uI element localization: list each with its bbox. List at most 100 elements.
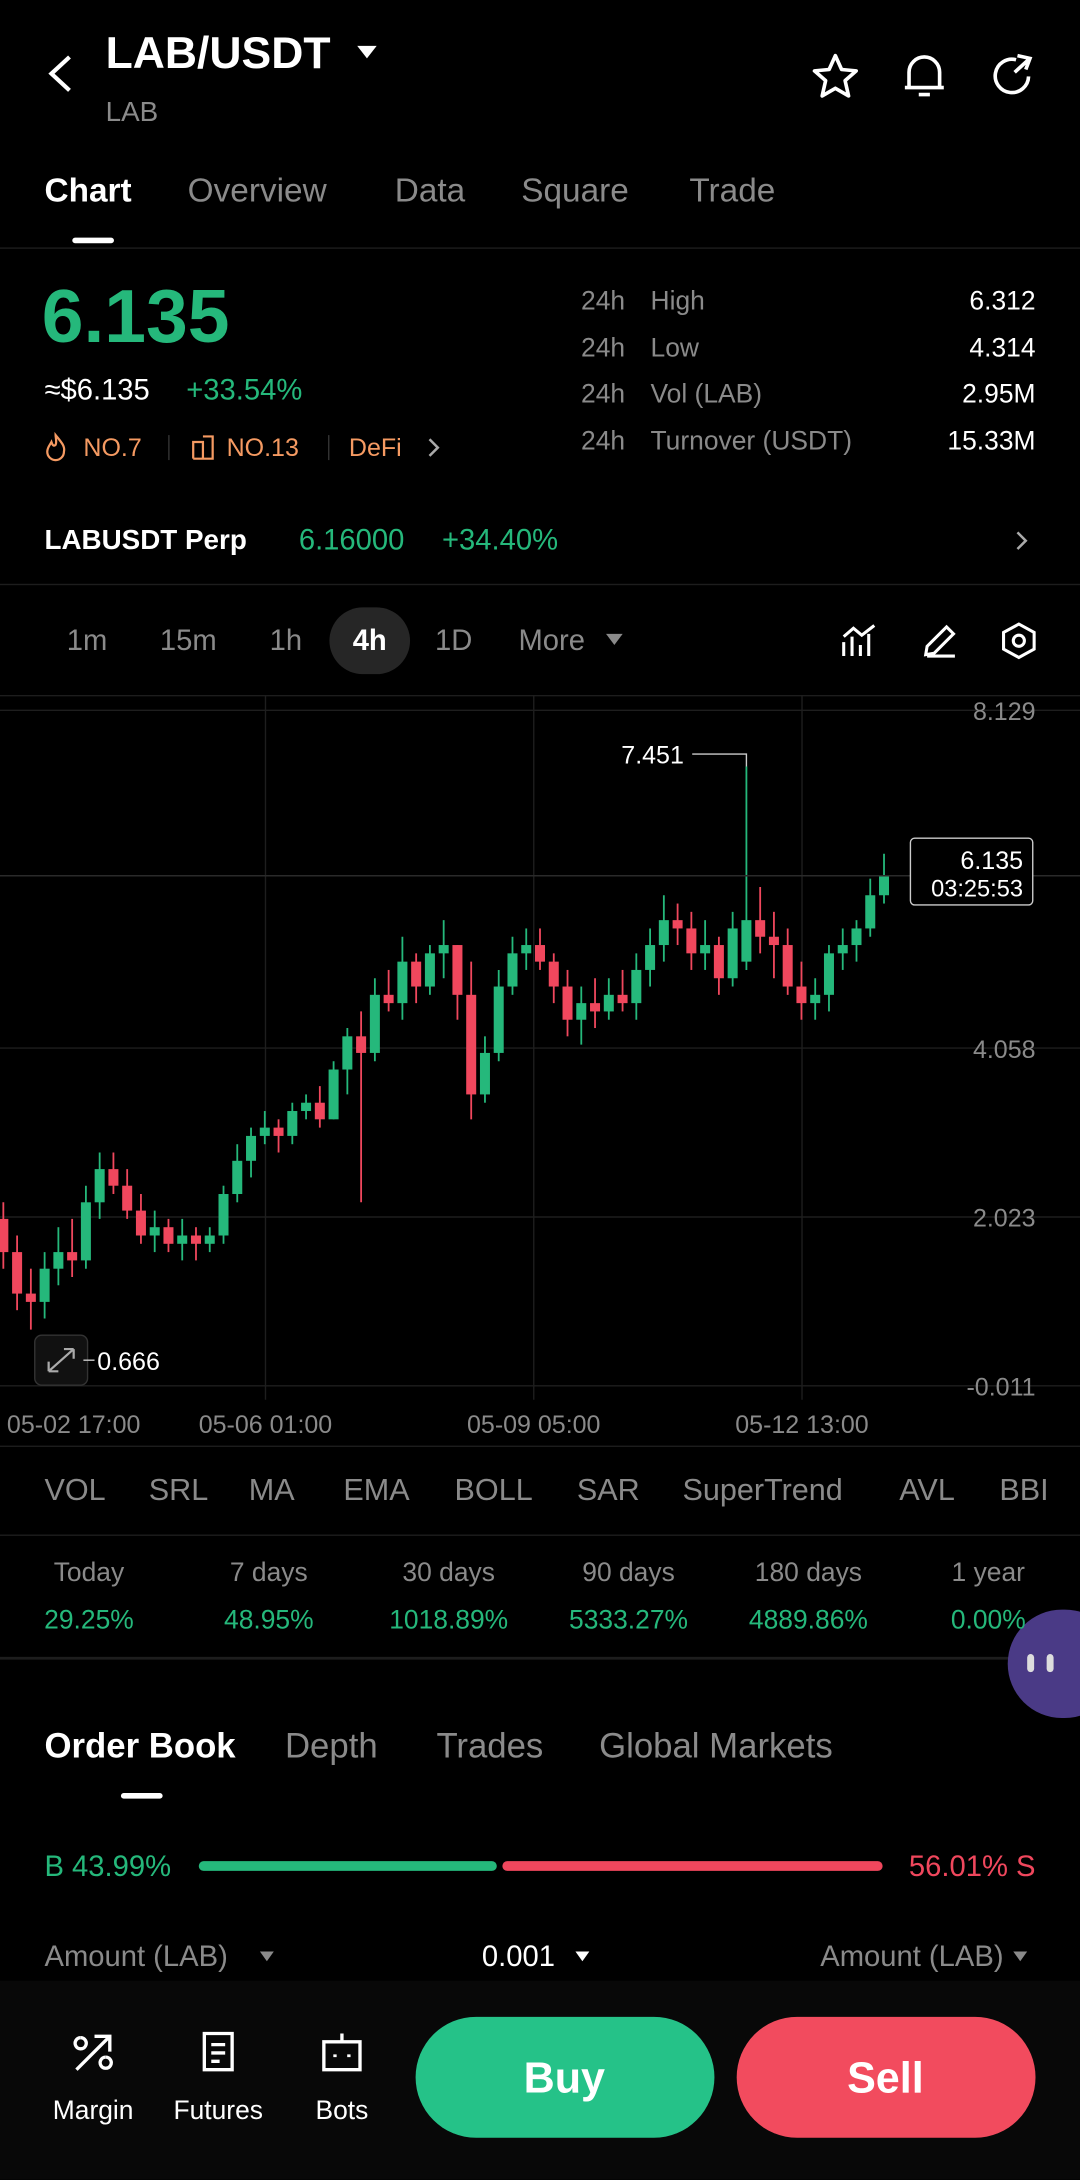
return-period: 90 days (582, 1558, 675, 1589)
last-price-label: 6.135 (960, 847, 1023, 875)
candle-body (122, 1185, 133, 1211)
return-period: 30 days (402, 1558, 495, 1589)
return-value: 5333.27% (569, 1606, 688, 1636)
candle-body (259, 1127, 270, 1136)
candle-body (727, 928, 738, 979)
interval[interactable]: 15m (159, 624, 217, 657)
candle-body (108, 1169, 119, 1186)
candle-body (686, 928, 697, 954)
indicator-icon[interactable] (841, 623, 877, 659)
candle-body (507, 953, 518, 987)
indicator[interactable]: MA (248, 1471, 295, 1507)
share-icon[interactable] (990, 53, 1037, 100)
more-caret[interactable] (606, 633, 623, 647)
indicator[interactable]: SRL (148, 1471, 209, 1507)
indicator[interactable]: VOL (44, 1471, 106, 1507)
candle-body (534, 945, 546, 962)
candle-body (438, 945, 449, 954)
column-header[interactable]: Amount (LAB) (820, 1941, 1004, 1974)
sell-button[interactable] (736, 2016, 1036, 2138)
tab[interactable]: Overview (187, 172, 327, 210)
indicator[interactable]: SAR (576, 1471, 640, 1507)
candle-body (287, 1111, 298, 1136)
margin-icon[interactable] (72, 2032, 114, 2074)
pair-title[interactable]: LAB/USDT (105, 27, 331, 78)
candle-body (80, 1202, 91, 1261)
perp-name[interactable]: LABUSDT Perp (44, 525, 247, 556)
indicator[interactable]: BBI (999, 1471, 1049, 1507)
precision-select[interactable]: 0.001 (481, 1941, 555, 1974)
candle-body (631, 969, 642, 1004)
interval-selected (329, 607, 411, 675)
interval[interactable]: 1m (66, 624, 108, 657)
stat-value: 2.95M (962, 380, 1036, 410)
candle-body (53, 1252, 64, 1269)
interval[interactable]: 4h (352, 624, 387, 657)
indicator[interactable]: SuperTrend (682, 1471, 843, 1507)
alert-icon[interactable] (902, 53, 946, 100)
candle-body (796, 986, 807, 1004)
nav-label[interactable]: Bots (315, 2096, 369, 2126)
tab[interactable]: Chart (44, 172, 132, 210)
category-badge[interactable]: DeFi (348, 433, 402, 462)
candle-body (301, 1102, 312, 1112)
tab[interactable]: Square (521, 172, 629, 210)
sector-icon (192, 435, 214, 460)
candle-body (590, 1003, 601, 1012)
y-tick-label: -0.011 (966, 1374, 1035, 1402)
candle-body (369, 994, 380, 1053)
book-tab[interactable]: Depth (284, 1727, 378, 1766)
candle-body (603, 994, 614, 1012)
interval[interactable]: 1h (269, 624, 303, 657)
candle-body (521, 945, 532, 954)
back-button[interactable] (42, 53, 84, 95)
column-header[interactable]: Amount (LAB) (44, 1941, 228, 1974)
indicator[interactable]: EMA (343, 1471, 410, 1507)
nav-label[interactable]: Margin (52, 2096, 134, 2126)
candle-body (232, 1160, 243, 1195)
candle-body (328, 1069, 339, 1120)
buy-label[interactable]: Buy (523, 2053, 606, 2103)
interval[interactable]: 1D (435, 624, 473, 657)
candle-body (865, 895, 876, 929)
stat-period: 24h (581, 333, 626, 364)
stat-period: 24h (581, 380, 626, 410)
book-tab[interactable]: Trades (436, 1727, 544, 1766)
return-value: 0.00% (950, 1606, 1026, 1636)
candle-body (163, 1227, 174, 1244)
stat-label: Vol (LAB) (650, 380, 763, 410)
sell-ratio-bar (502, 1861, 883, 1871)
favorite-icon[interactable] (812, 53, 859, 100)
caret (575, 1951, 590, 1962)
divider (0, 247, 1080, 249)
chevron[interactable] (427, 436, 441, 458)
stat-label: High (650, 287, 705, 317)
candle-body (768, 936, 779, 946)
futures-icon[interactable] (199, 2031, 241, 2073)
draw-icon[interactable] (922, 623, 958, 659)
rank-badge[interactable]: NO.7 (83, 433, 142, 462)
indicator[interactable]: AVL (899, 1471, 955, 1507)
bots-icon[interactable] (320, 2031, 364, 2073)
buy-ratio-label: B 43.99% (44, 1850, 172, 1883)
caret (259, 1951, 274, 1962)
candle-body (135, 1210, 146, 1236)
rank-badge[interactable]: NO.13 (226, 433, 299, 462)
tab[interactable]: Trade (689, 172, 776, 210)
buy-button[interactable] (415, 2016, 715, 2138)
x-tick-label: 05-12 13:00 (735, 1411, 868, 1439)
ratio-bar (198, 1861, 883, 1871)
candle-body (493, 986, 504, 1053)
pair-caret[interactable] (357, 45, 377, 60)
interval[interactable]: More (518, 624, 585, 657)
indicator[interactable]: BOLL (454, 1471, 533, 1507)
nav-label[interactable]: Futures (173, 2096, 263, 2126)
settings-icon[interactable] (1001, 621, 1037, 660)
chevron[interactable] (1015, 530, 1029, 552)
book-tab[interactable]: Order Book (44, 1727, 236, 1766)
sell-label[interactable]: Sell (847, 2053, 924, 2103)
tab[interactable]: Data (394, 172, 466, 210)
book-tab[interactable]: Global Markets (599, 1727, 833, 1766)
stat-label: Turnover (USDT) (650, 427, 853, 457)
candle-body (452, 945, 463, 995)
